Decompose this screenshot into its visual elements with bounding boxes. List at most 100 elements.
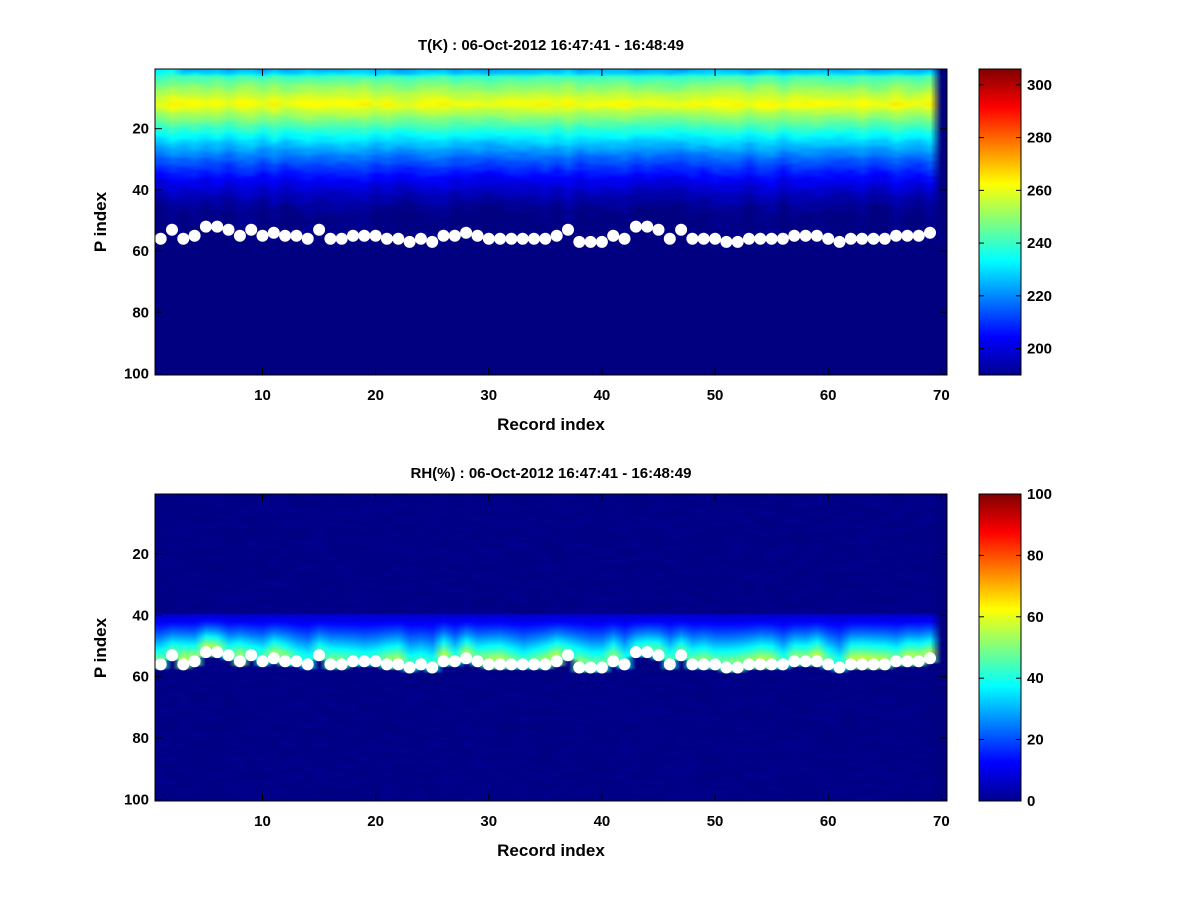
surface-marker xyxy=(482,658,495,671)
surface-marker xyxy=(154,658,167,671)
surface-marker xyxy=(211,646,224,659)
surface-marker xyxy=(675,223,688,236)
surface-marker xyxy=(414,658,427,671)
surface-marker xyxy=(358,229,371,242)
surface-marker xyxy=(720,661,733,674)
surface-marker xyxy=(166,223,178,236)
surface-marker xyxy=(799,655,812,668)
surface-marker xyxy=(562,649,574,662)
surface-marker xyxy=(776,232,789,245)
surface-marker xyxy=(641,220,654,233)
surface-marker xyxy=(448,229,461,242)
surface-marker xyxy=(663,658,676,671)
surface-marker xyxy=(256,655,269,668)
colorbar-tick-label: 280 xyxy=(1027,130,1052,147)
surface-marker xyxy=(550,229,563,242)
temperature-surface-markers xyxy=(154,220,936,248)
surface-marker xyxy=(301,232,314,245)
surface-marker xyxy=(301,658,314,671)
surface-marker xyxy=(550,655,563,668)
x-tick-label: 20 xyxy=(367,813,384,830)
humidity-colorbar-gradient xyxy=(978,493,1022,802)
temperature-y-axis: 20 40 60 80 100 xyxy=(124,121,947,382)
surface-marker xyxy=(528,232,540,245)
surface-marker xyxy=(607,229,620,242)
temperature-heatmap-image xyxy=(155,69,947,375)
humidity-surface-markers xyxy=(154,646,936,674)
surface-marker xyxy=(482,232,495,245)
surface-marker xyxy=(392,658,405,671)
surface-marker xyxy=(686,232,699,245)
surface-marker xyxy=(267,226,280,239)
surface-marker xyxy=(573,235,586,248)
temperature-plot-frame xyxy=(154,68,948,376)
surface-marker xyxy=(844,658,857,671)
surface-marker xyxy=(358,655,371,668)
surface-marker xyxy=(709,658,722,671)
humidity-chart: RH(%) : 06-Oct-2012 16:47:41 - 16:48:49 … xyxy=(91,465,1052,860)
surface-marker xyxy=(245,223,258,236)
humidity-x-axis-label: Record index xyxy=(497,841,605,860)
surface-marker xyxy=(267,652,280,665)
colorbar-tick-label: 300 xyxy=(1027,77,1052,94)
surface-marker xyxy=(833,661,846,674)
x-tick-label: 40 xyxy=(594,387,611,404)
y-tick-label: 80 xyxy=(132,304,149,321)
y-tick-label: 60 xyxy=(132,243,149,260)
surface-marker xyxy=(878,658,891,671)
surface-marker xyxy=(460,226,473,239)
surface-marker xyxy=(414,232,427,245)
surface-marker xyxy=(765,658,778,671)
surface-marker xyxy=(686,658,699,671)
surface-marker xyxy=(765,232,778,245)
surface-marker xyxy=(856,658,869,671)
surface-marker xyxy=(924,226,936,239)
surface-marker xyxy=(347,655,359,668)
x-tick-label: 70 xyxy=(933,813,950,830)
surface-marker xyxy=(448,655,461,668)
surface-marker xyxy=(505,658,518,671)
y-tick-label: 60 xyxy=(132,669,149,686)
surface-marker xyxy=(890,655,903,668)
surface-marker xyxy=(799,229,812,242)
surface-marker xyxy=(516,658,529,671)
temperature-colorbar: 200 220 240 260 280 300 xyxy=(978,68,1052,376)
surface-marker xyxy=(369,655,382,668)
surface-marker xyxy=(335,232,348,245)
surface-marker xyxy=(313,649,326,662)
surface-marker xyxy=(516,232,529,245)
surface-marker xyxy=(709,232,722,245)
surface-marker xyxy=(494,232,507,245)
surface-marker xyxy=(154,232,167,245)
colorbar-tick-label: 100 xyxy=(1027,486,1052,503)
x-tick-label: 50 xyxy=(707,813,724,830)
colorbar-tick-label: 240 xyxy=(1027,235,1052,252)
y-tick-label: 80 xyxy=(132,730,149,747)
surface-marker xyxy=(279,229,292,242)
surface-marker xyxy=(177,658,190,671)
surface-marker xyxy=(652,223,665,236)
surface-marker xyxy=(528,658,540,671)
humidity-heatmap xyxy=(155,494,947,801)
surface-marker xyxy=(867,232,880,245)
temperature-colorbar-gradient xyxy=(978,68,1022,376)
humidity-chart-title: RH(%) : 06-Oct-2012 16:47:41 - 16:48:49 xyxy=(411,465,692,482)
surface-marker xyxy=(211,220,224,233)
x-tick-label: 30 xyxy=(480,813,497,830)
colorbar-tick-label: 60 xyxy=(1027,609,1044,626)
surface-marker xyxy=(822,232,835,245)
surface-marker xyxy=(437,655,450,668)
surface-marker xyxy=(607,655,620,668)
surface-marker xyxy=(641,646,654,659)
colorbar-tick-label: 80 xyxy=(1027,547,1044,564)
humidity-plot-frame xyxy=(154,493,948,802)
surface-marker xyxy=(324,658,337,671)
surface-marker xyxy=(584,661,597,674)
x-tick-label: 10 xyxy=(254,387,271,404)
surface-marker xyxy=(392,232,405,245)
surface-marker xyxy=(573,661,586,674)
temperature-chart-title: T(K) : 06-Oct-2012 16:47:41 - 16:48:49 xyxy=(418,37,684,54)
surface-marker xyxy=(697,658,710,671)
surface-marker xyxy=(663,232,676,245)
humidity-colorbar-ticks: 0 20 40 60 80 100 xyxy=(979,486,1052,810)
